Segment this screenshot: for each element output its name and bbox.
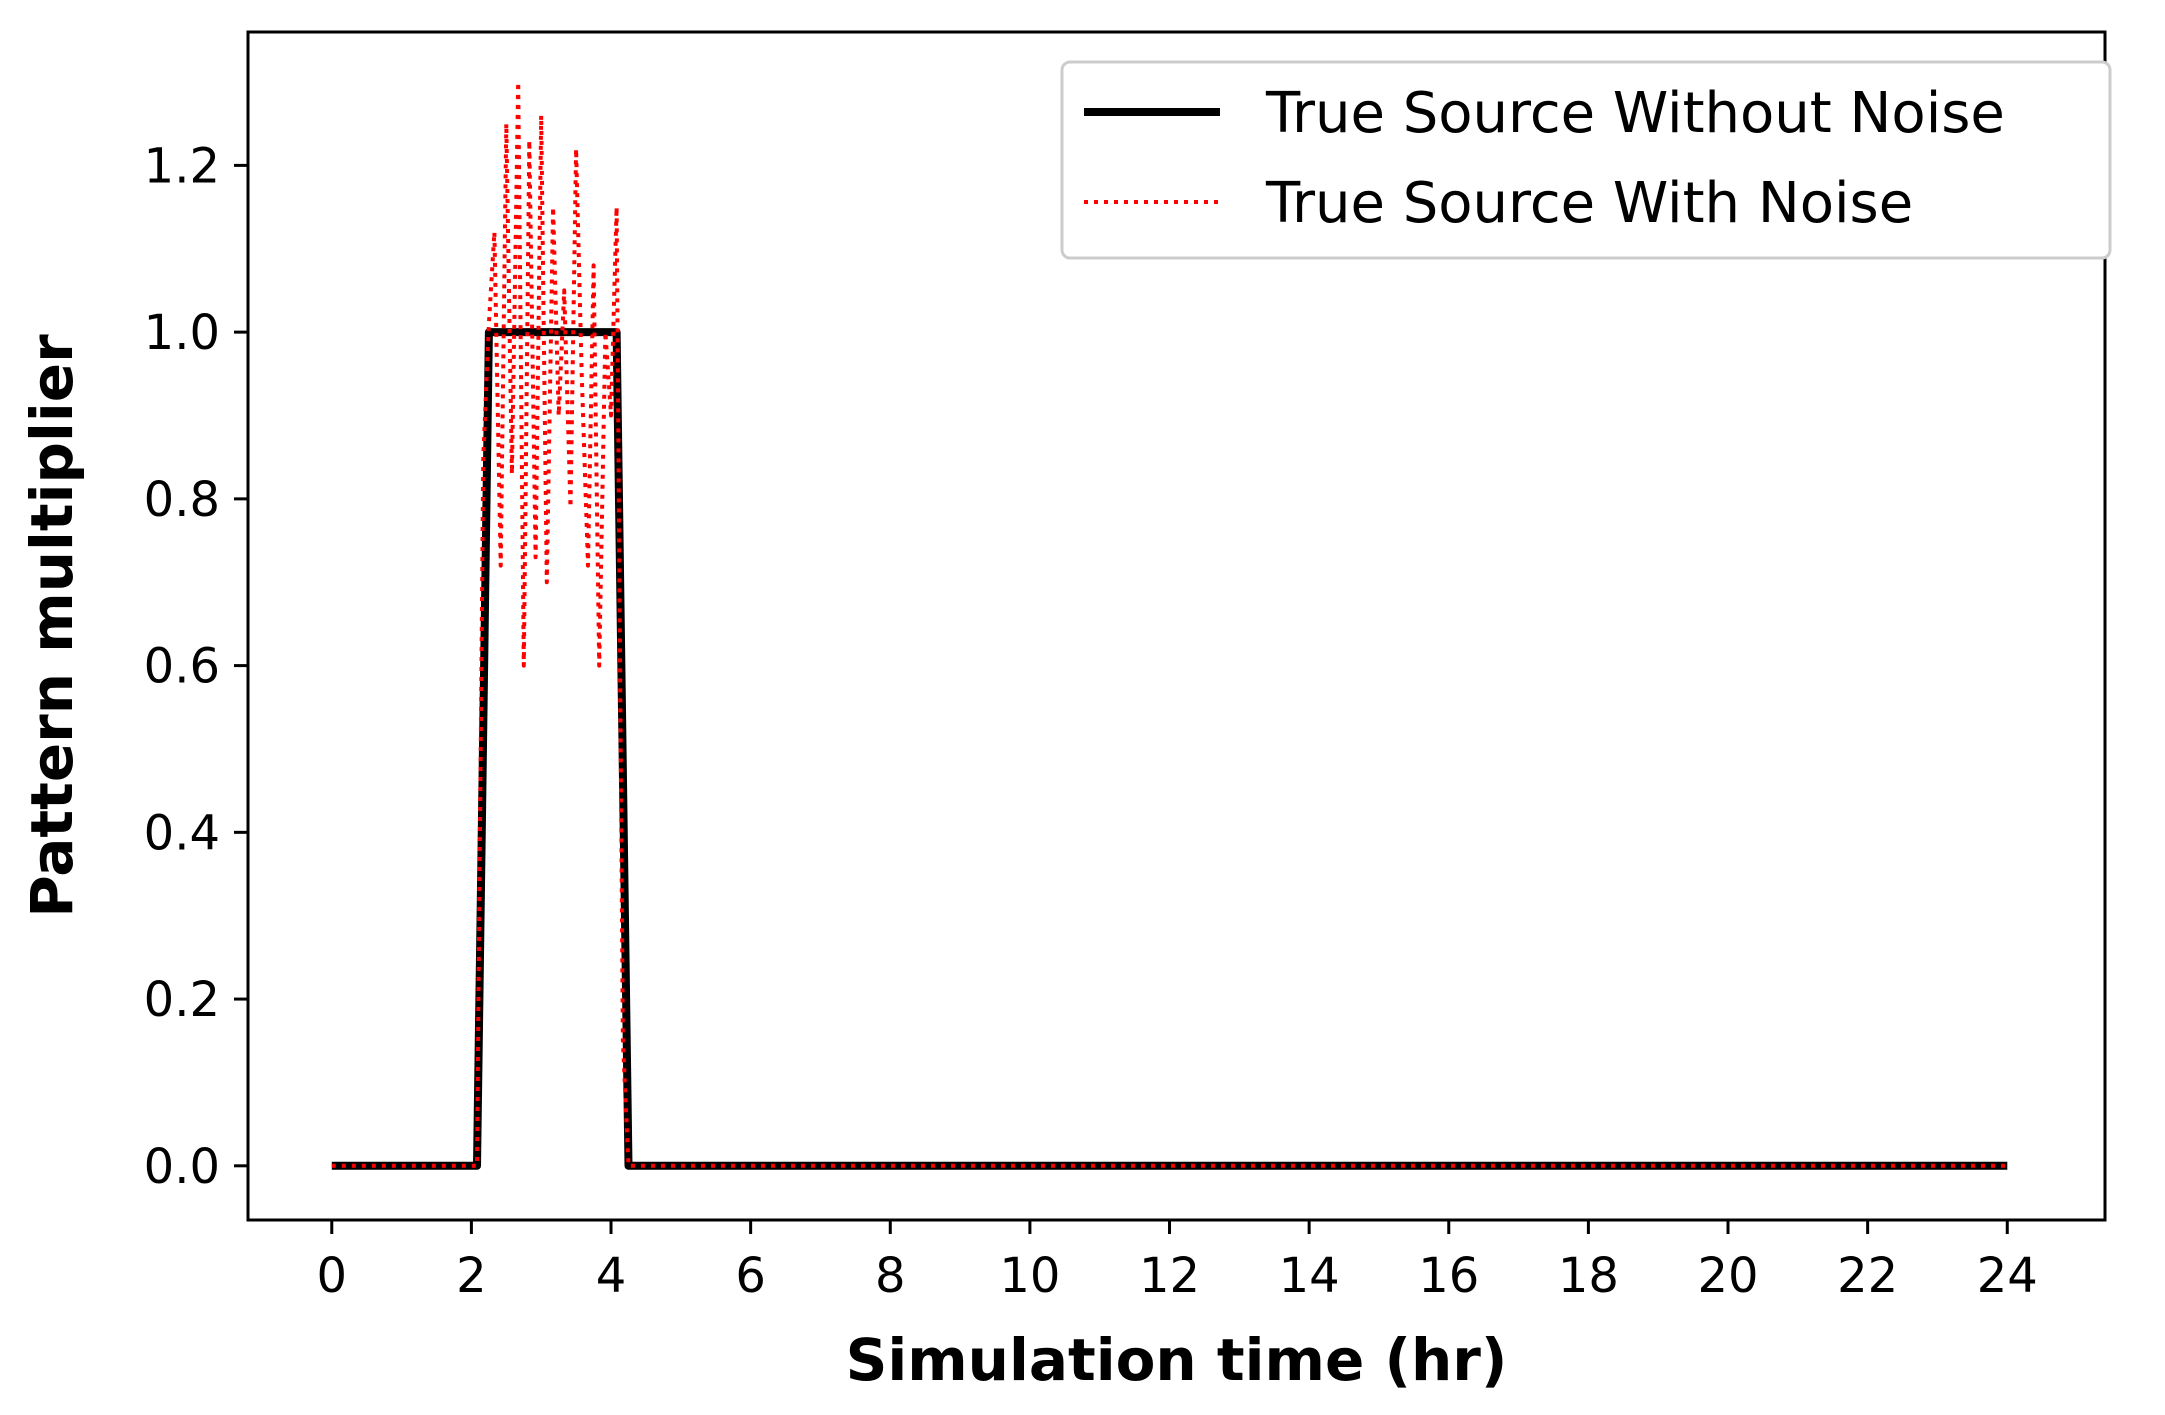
- x-tick-label: 24: [1977, 1248, 2038, 1304]
- x-tick-label: 0: [317, 1248, 348, 1304]
- x-tick-label: 14: [1279, 1248, 1340, 1304]
- x-tick-label: 6: [735, 1248, 766, 1304]
- legend-box: [1060, 60, 2112, 260]
- y-tick-label: 1.2: [144, 138, 220, 194]
- plot-frame: [246, 30, 2107, 1222]
- series-line-1: [331, 328, 2008, 1170]
- x-tick-label: 20: [1697, 1248, 1758, 1304]
- y-axis-label: Pattern multiplier: [18, 334, 86, 918]
- x-tick-label: 12: [1139, 1248, 1200, 1304]
- legend-label-2: True Source With Noise: [1265, 171, 1913, 236]
- legend-label-1: True Source Without Noise: [1265, 81, 2005, 146]
- x-tick-label: 8: [875, 1248, 906, 1304]
- series-line-2: [331, 80, 2008, 1168]
- y-tick-label: 0.2: [144, 972, 220, 1028]
- x-tick-label: 22: [1837, 1248, 1898, 1304]
- y-tick-label: 1.0: [144, 305, 220, 361]
- x-tick-label: 18: [1558, 1248, 1619, 1304]
- x-tick-label: 16: [1418, 1248, 1479, 1304]
- x-axis-label: Simulation time (hr): [846, 1326, 1508, 1394]
- y-tick-label: 0.8: [144, 472, 220, 528]
- y-tick-label: 0.4: [144, 805, 220, 861]
- y-tick-label: 0.0: [144, 1139, 220, 1195]
- x-tick-label: 10: [999, 1248, 1060, 1304]
- x-tick-label: 2: [456, 1248, 487, 1304]
- y-tick-label: 0.6: [144, 639, 220, 695]
- x-tick-label: 4: [596, 1248, 627, 1304]
